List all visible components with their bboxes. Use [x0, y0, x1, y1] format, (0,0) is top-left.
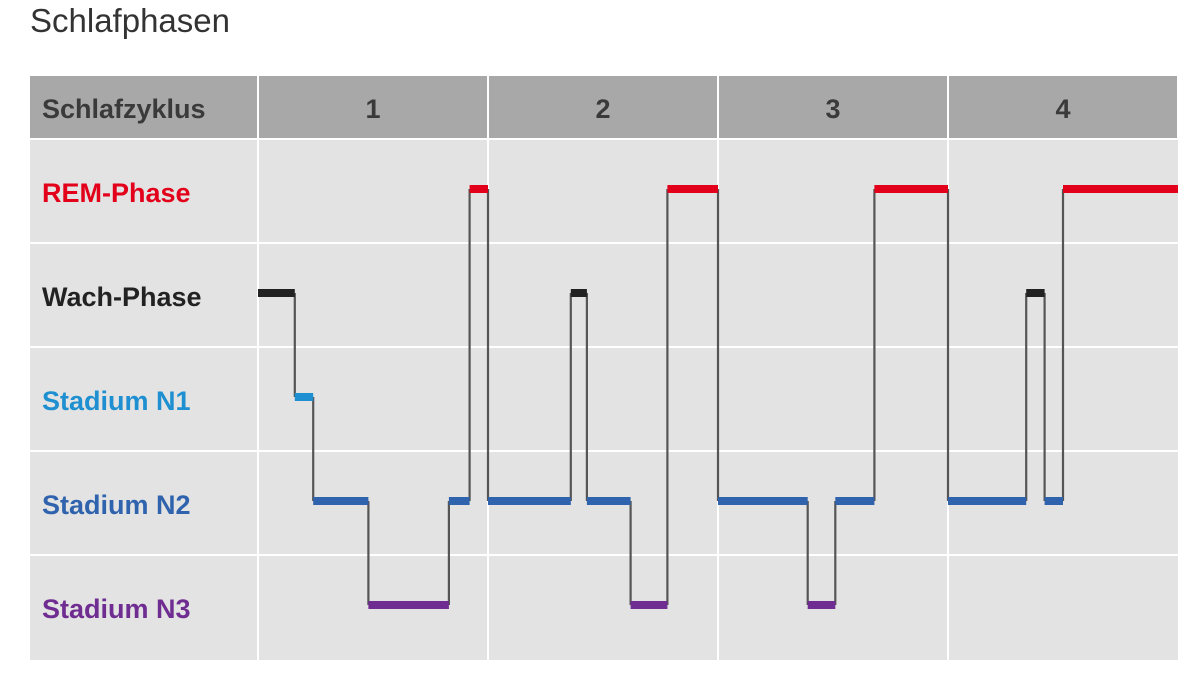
- stage-label-wach-phase: Wach-Phase: [42, 282, 202, 312]
- stage-segments: [258, 185, 1178, 609]
- segment-wach-phase: [1026, 289, 1045, 297]
- segment-wach-phase: [258, 289, 295, 297]
- stage-label-stadium-n3: Stadium N3: [42, 594, 191, 624]
- header-cycle-1: 1: [365, 94, 380, 124]
- grid-cell: [719, 244, 947, 346]
- header-cycle-2: 2: [595, 94, 610, 124]
- table-background: [30, 76, 1178, 660]
- segment-stadium-n2: [488, 497, 571, 505]
- grid-cell: [489, 244, 717, 346]
- segment-stadium-n1: [294, 393, 314, 401]
- segment-stadium-n2: [586, 497, 631, 505]
- label-cell-bg: [30, 348, 257, 450]
- label-cell-bg: [30, 140, 257, 242]
- segment-stadium-n2: [1044, 497, 1063, 505]
- stage-label-rem-phase: REM-Phase: [42, 178, 191, 208]
- segment-stadium-n2: [448, 497, 470, 505]
- segment-wach-phase: [570, 289, 587, 297]
- segment-stadium-n3: [807, 601, 836, 609]
- grid-cell: [489, 556, 717, 660]
- header-cycle-2-bg: [489, 76, 717, 138]
- segment-stadium-n3: [630, 601, 668, 609]
- grid-cell: [489, 348, 717, 450]
- grid-cell: [259, 348, 487, 450]
- stage-label-stadium-n1: Stadium N1: [42, 386, 191, 416]
- label-cell-bg: [30, 244, 257, 346]
- grid-cell: [259, 140, 487, 242]
- segment-rem-phase: [667, 185, 718, 193]
- stage-transitions: [293, 189, 1065, 605]
- header-cycle-1-bg: [259, 76, 487, 138]
- page-title: Schlafphasen: [30, 2, 230, 39]
- header-cycle-3-bg: [719, 76, 947, 138]
- grid-cell: [259, 244, 487, 346]
- header-label-cell-bg: [30, 76, 257, 138]
- segment-stadium-n3: [368, 601, 449, 609]
- grid-cell: [949, 556, 1178, 660]
- header-cycle-3: 3: [825, 94, 840, 124]
- header-label-cell: Schlafzyklus: [42, 94, 206, 124]
- stage-label-stadium-n2: Stadium N2: [42, 490, 191, 520]
- grid-cell: [719, 348, 947, 450]
- segment-rem-phase: [469, 185, 488, 193]
- segment-stadium-n2: [313, 497, 369, 505]
- cycle-header-row: Schlafzyklus 1 2 3 4: [30, 76, 1177, 138]
- label-cell-bg: [30, 452, 257, 554]
- header-cycle-4: 4: [1055, 94, 1070, 124]
- label-cell-bg: [30, 556, 257, 660]
- segment-stadium-n2: [948, 497, 1027, 505]
- segment-rem-phase: [874, 185, 948, 193]
- segment-stadium-n2: [718, 497, 808, 505]
- segment-rem-phase: [1063, 185, 1178, 193]
- segment-stadium-n2: [835, 497, 875, 505]
- stage-labels: REM-Phase Wach-Phase Stadium N1 Stadium N2 S…: [42, 178, 202, 624]
- header-cycle-4-bg: [949, 76, 1177, 138]
